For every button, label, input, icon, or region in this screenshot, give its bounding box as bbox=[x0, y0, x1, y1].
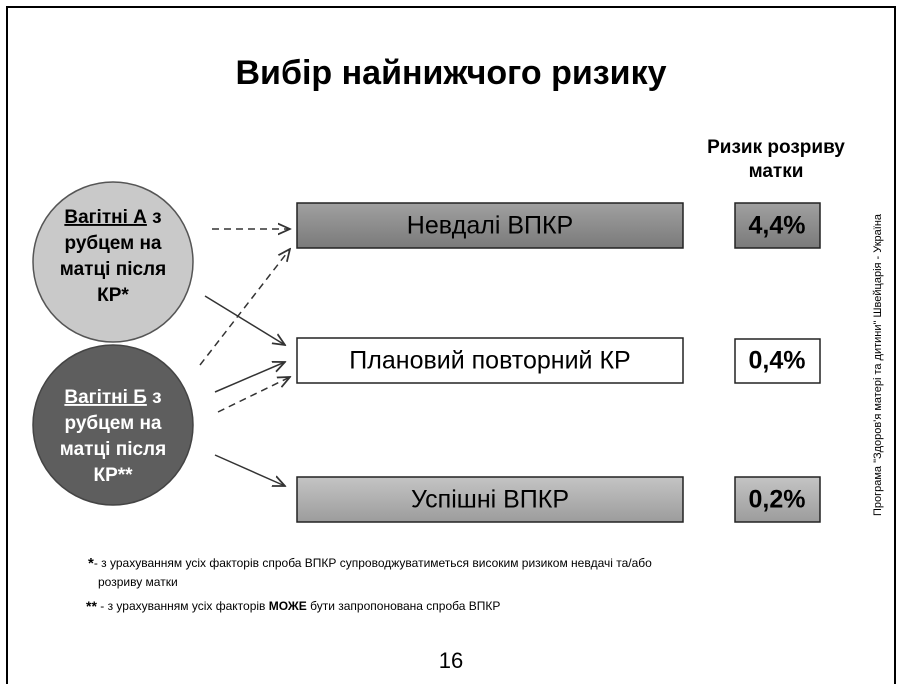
footnote-text: бути запропонована спроба ВПКР bbox=[307, 599, 501, 613]
outcome-label: Невдалі ВПКР bbox=[407, 212, 573, 240]
footnote: ** - з урахуванням усіх факторів МОЖЕ бу… bbox=[86, 598, 500, 614]
group-text: матці після bbox=[60, 439, 166, 460]
group-text: КР* bbox=[97, 285, 129, 306]
group-b-circle bbox=[32, 344, 194, 506]
risk-header: матки bbox=[749, 161, 804, 182]
arrow bbox=[214, 454, 285, 486]
arrow bbox=[204, 295, 285, 345]
risk-box bbox=[734, 202, 821, 249]
arrow bbox=[199, 249, 290, 366]
slide-frame bbox=[6, 6, 896, 684]
group-label: Вагітні Б з bbox=[64, 387, 161, 408]
outcome-label: Успішні ВПКР bbox=[411, 486, 569, 514]
footnote-marker: * bbox=[88, 555, 94, 572]
risk-value: 0,2% bbox=[749, 486, 806, 514]
group-text: КР** bbox=[93, 465, 133, 486]
title: Вибір найнижчого ризику bbox=[236, 54, 667, 92]
risk-header: Ризик розриву bbox=[707, 137, 845, 158]
page-number: 16 bbox=[439, 648, 463, 673]
risk-value: 0,4% bbox=[749, 347, 806, 375]
risk-box bbox=[734, 476, 821, 523]
group-a-circle bbox=[32, 181, 194, 343]
risk-box bbox=[734, 338, 821, 384]
arrows bbox=[199, 229, 290, 486]
outcome-box bbox=[296, 476, 684, 523]
group-name: Вагітні А bbox=[64, 207, 147, 228]
side-note: Програма "Здоров'я матері та дитини" Шве… bbox=[872, 213, 884, 516]
outcome-box bbox=[296, 202, 684, 249]
arrow bbox=[214, 362, 285, 393]
outcome-box bbox=[296, 337, 684, 384]
footnote-marker: ** bbox=[86, 598, 97, 614]
group-text: рубцем на bbox=[64, 413, 161, 434]
risk-value: 4,4% bbox=[749, 212, 806, 240]
footnote-text: - з урахуванням усіх факторів спроба ВПК… bbox=[94, 556, 652, 570]
group-text: з bbox=[147, 387, 162, 408]
group-text: з bbox=[147, 207, 162, 228]
footnote-bold: МОЖЕ bbox=[269, 599, 307, 613]
group-text: матці після bbox=[60, 259, 166, 280]
group-text: рубцем на bbox=[64, 233, 161, 254]
group-label: Вагітні А з bbox=[64, 207, 161, 228]
arrow bbox=[217, 377, 290, 413]
group-name: Вагітні Б bbox=[64, 387, 146, 408]
footnote: *- з урахуванням усіх факторів спроба ВП… bbox=[88, 555, 652, 572]
outcome-label: Плановий повторний КР bbox=[349, 347, 630, 375]
footnote-text: - з урахуванням усіх факторів bbox=[97, 599, 269, 613]
footnote-text: розриву матки bbox=[98, 575, 178, 589]
